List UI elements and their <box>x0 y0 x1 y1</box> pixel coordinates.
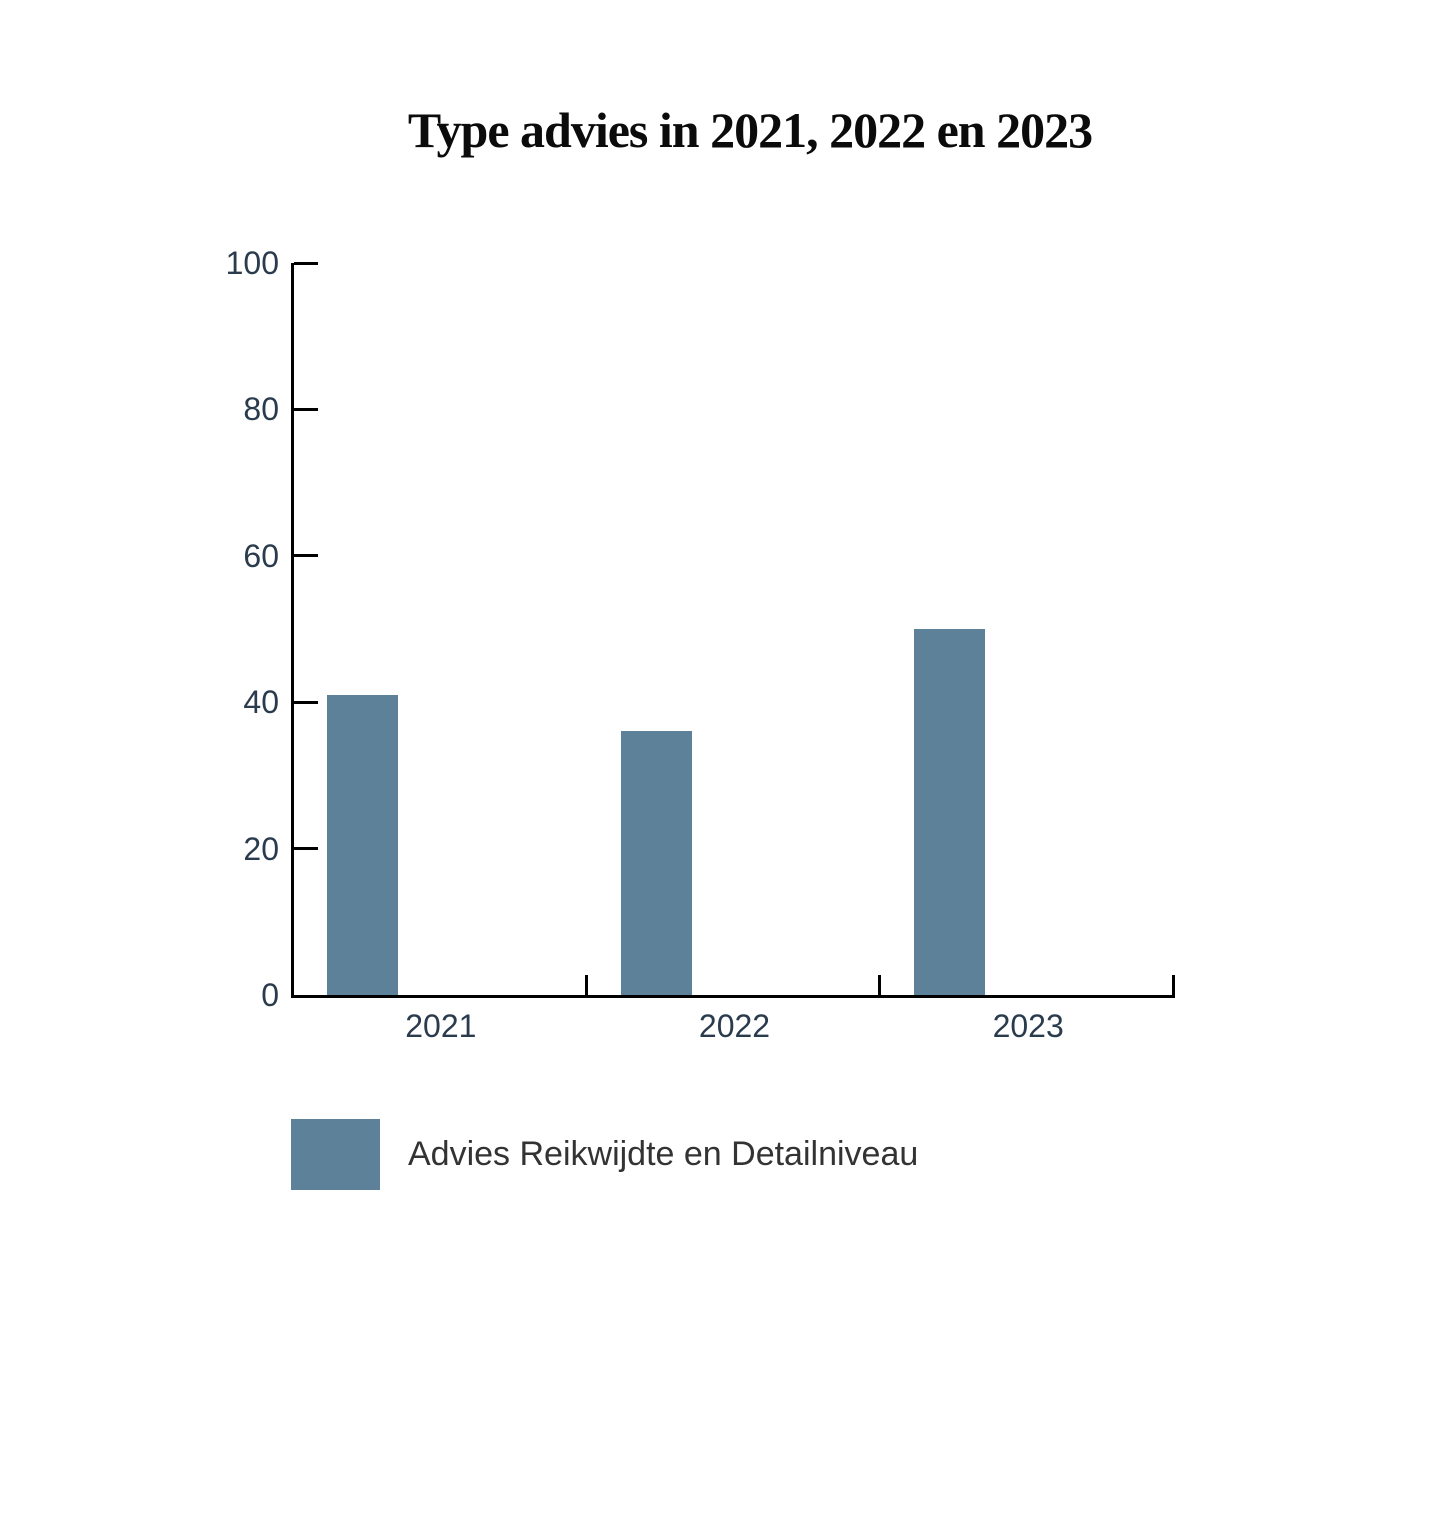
x-axis-tick-label: 2021 <box>405 1008 477 1044</box>
plot-area: 0 20 40 60 80 100 2021 2022 2023 <box>226 245 1175 1044</box>
x-axis-tick <box>584 975 588 995</box>
y-axis-tick-label: 40 <box>243 684 279 721</box>
bar-2022 <box>620 731 692 995</box>
chart-title: Type advies in 2021, 2022 en 2023 <box>407 102 1093 158</box>
y-axis-tick <box>294 261 318 265</box>
legend-label: Advies Reikwijdte en Detailniveau <box>408 1135 919 1173</box>
y-axis-tick <box>294 700 318 704</box>
y-axis-tick <box>294 847 318 851</box>
y-axis-tick <box>294 554 318 558</box>
bar-2021 <box>327 694 398 995</box>
bar-2023 <box>914 629 986 995</box>
x-axis-tick <box>1172 975 1175 995</box>
y-axis-tick-label: 100 <box>225 245 279 281</box>
y-axis-tick-label: 0 <box>261 977 279 1013</box>
x-axis-tick-label: 2023 <box>992 1008 1064 1044</box>
legend-swatch <box>291 1119 380 1190</box>
x-axis-tick <box>878 975 882 995</box>
x-axis-tick-label: 2022 <box>698 1008 771 1044</box>
y-axis-tick-label: 60 <box>243 537 279 574</box>
y-axis-tick <box>294 407 318 411</box>
legend: Advies Reikwijdte en Detailniveau <box>291 1119 918 1190</box>
y-axis-tick-label: 80 <box>243 391 279 428</box>
y-axis-tick-label: 20 <box>243 830 279 867</box>
